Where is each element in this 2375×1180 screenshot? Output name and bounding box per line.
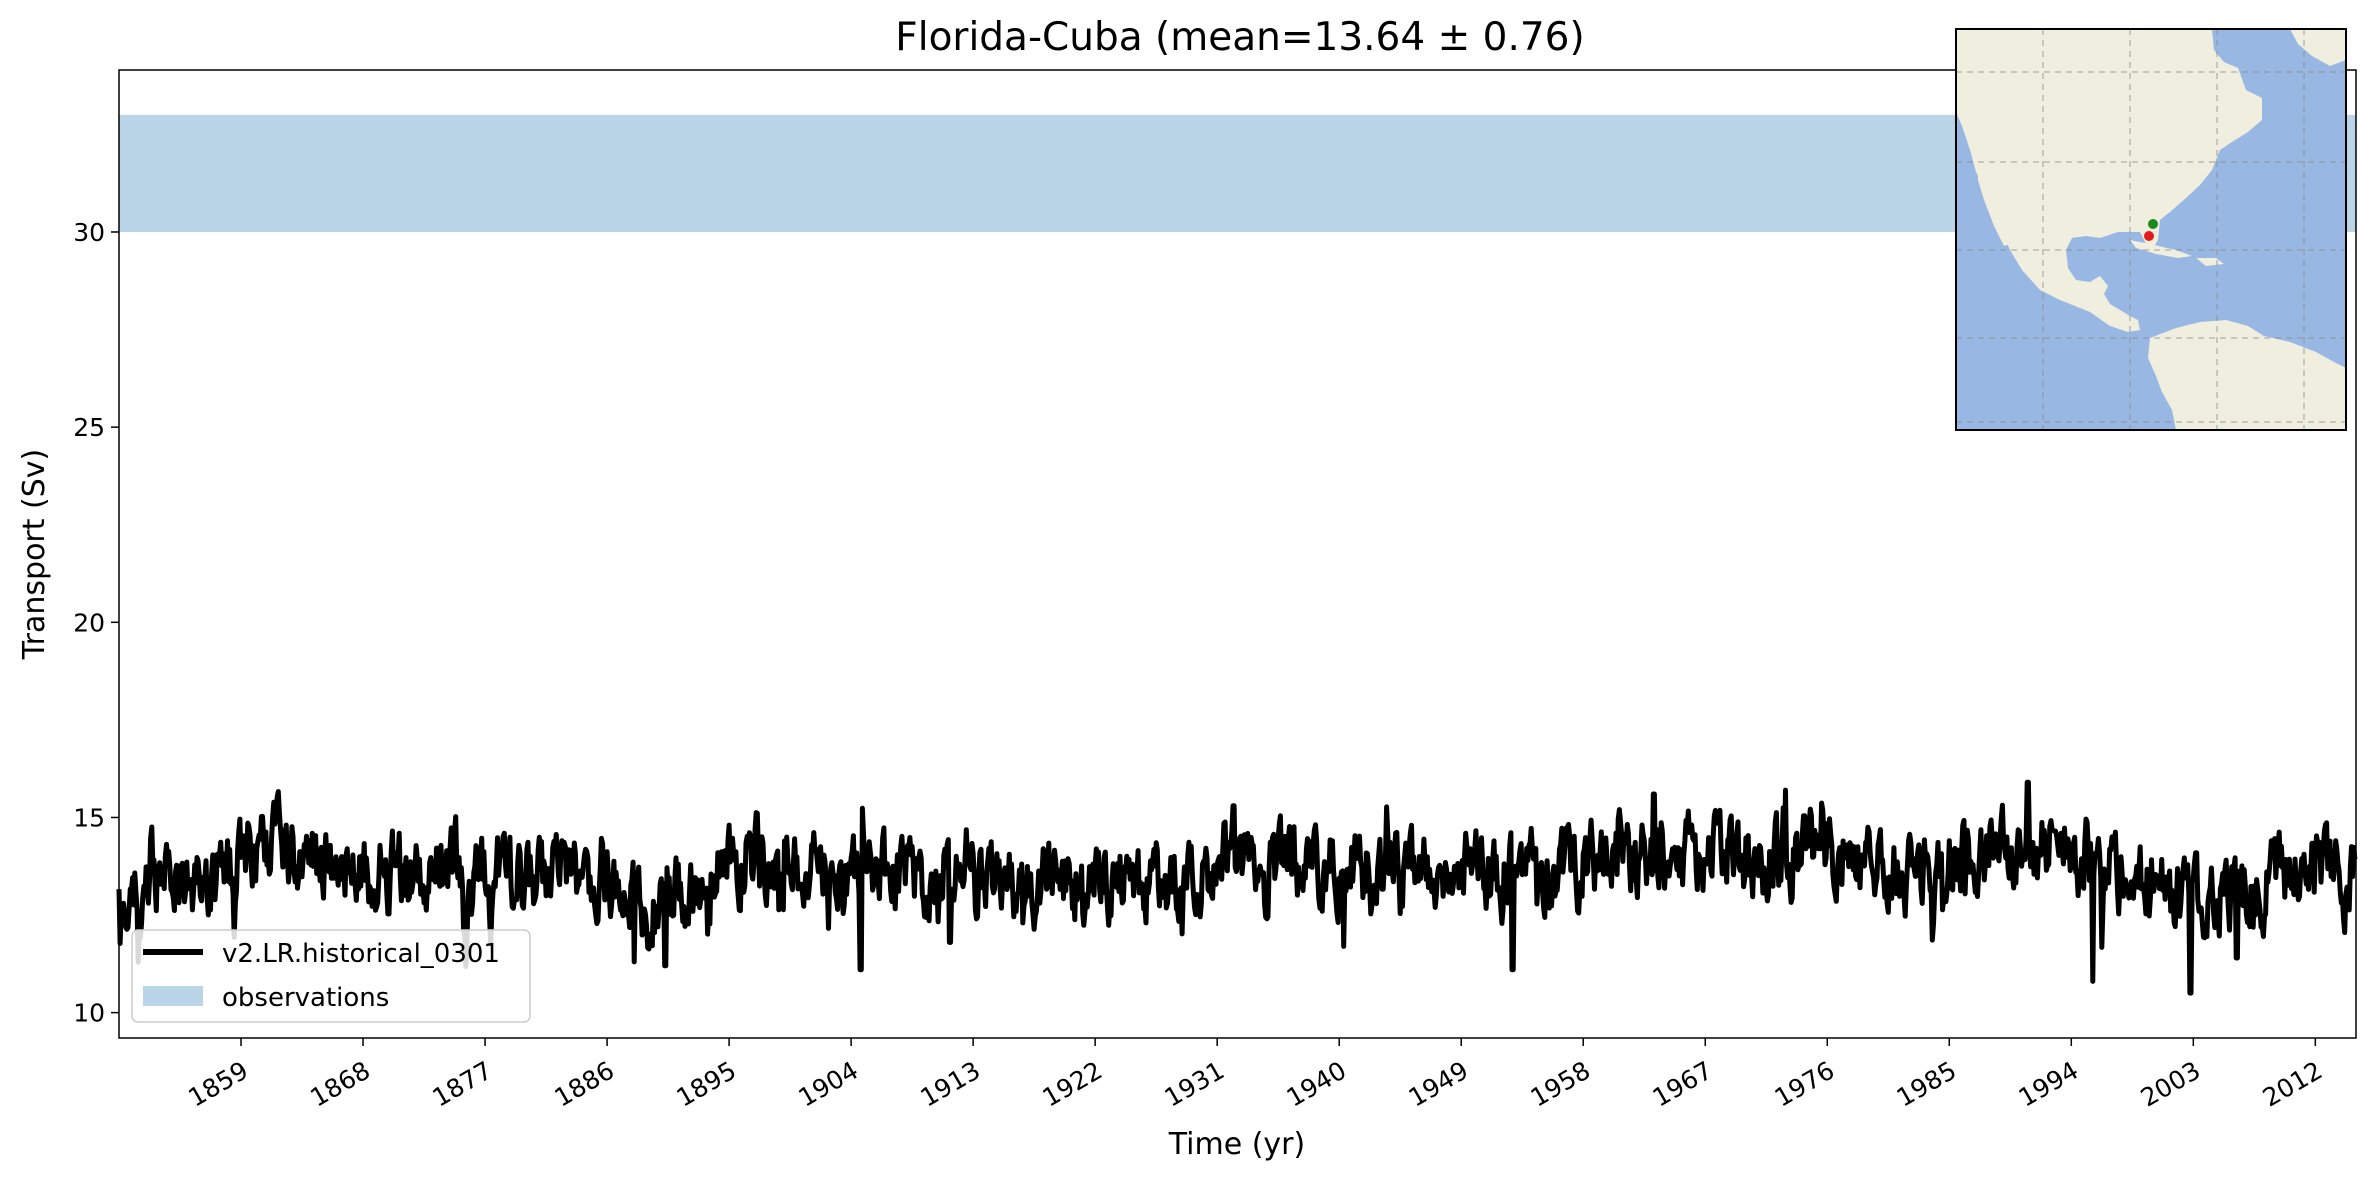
inset-land [1956, 29, 2346, 430]
x-tick-label: 1922 [1038, 1056, 1108, 1113]
greenland-land [2290, 29, 2346, 66]
legend-label-observations: observations [222, 983, 389, 1013]
inset-map [1955, 28, 2347, 431]
x-tick-label: 2012 [2258, 1056, 2328, 1113]
x-tick-label: 1913 [916, 1056, 986, 1113]
model-series-layer [116, 779, 2358, 996]
x-tick-label: 1931 [1160, 1056, 1230, 1113]
y-tick-label: 15 [73, 803, 105, 832]
x-tick-label: 1940 [1282, 1056, 1352, 1113]
x-tick-label: 1994 [2014, 1056, 2084, 1113]
plot-frame [118, 69, 2357, 1039]
legend-label-model: v2.LR.historical_0301 [222, 939, 500, 969]
chart-title: Florida-Cuba (mean=13.64 ± 0.76) [895, 15, 1584, 60]
x-tick-label: 1949 [1404, 1056, 1474, 1113]
legend: v2.LR.historical_0301 observations [131, 929, 531, 1023]
x-tick-label: 1985 [1892, 1056, 1962, 1113]
florida-marker [2148, 219, 2158, 229]
x-tick-label: 1868 [305, 1056, 375, 1113]
north-america-land [1956, 29, 2262, 332]
x-axis-label: Time (yr) [1168, 1127, 1305, 1162]
inset-frame [1955, 28, 2347, 431]
x-tick-label: 1967 [1648, 1056, 1718, 1113]
baja-land [1978, 170, 2010, 246]
x-tick-label: 2003 [2136, 1056, 2206, 1113]
y-tick-label: 25 [73, 413, 105, 442]
y-tick-label: 10 [73, 999, 105, 1028]
x-tick-label: 1976 [1770, 1056, 1840, 1113]
x-axis: 1859 1868 1877 1886 1895 1904 1913 1922 1931 1940… [183, 1038, 2327, 1113]
x-tick-label: 1904 [794, 1056, 864, 1113]
x-tick-label: 1877 [427, 1056, 497, 1113]
inset-gridlines [1956, 29, 2346, 430]
y-axis: 10 15 20 25 30 [73, 218, 119, 1028]
cuba-land [2130, 240, 2192, 258]
south-america-land [2148, 320, 2346, 430]
y-axis-label: Transport (Sv) [17, 449, 52, 661]
cuba-marker [2144, 231, 2154, 241]
legend-box [131, 929, 531, 1023]
x-tick-label: 1895 [671, 1056, 741, 1113]
y-tick-label: 20 [73, 608, 105, 637]
x-tick-label: 1958 [1526, 1056, 1596, 1113]
legend-band-swatch [143, 986, 203, 1006]
x-tick-label: 1886 [549, 1056, 619, 1113]
y-tick-label: 30 [73, 218, 105, 247]
model-series-line [116, 779, 2358, 996]
x-tick-label: 1859 [183, 1056, 253, 1113]
